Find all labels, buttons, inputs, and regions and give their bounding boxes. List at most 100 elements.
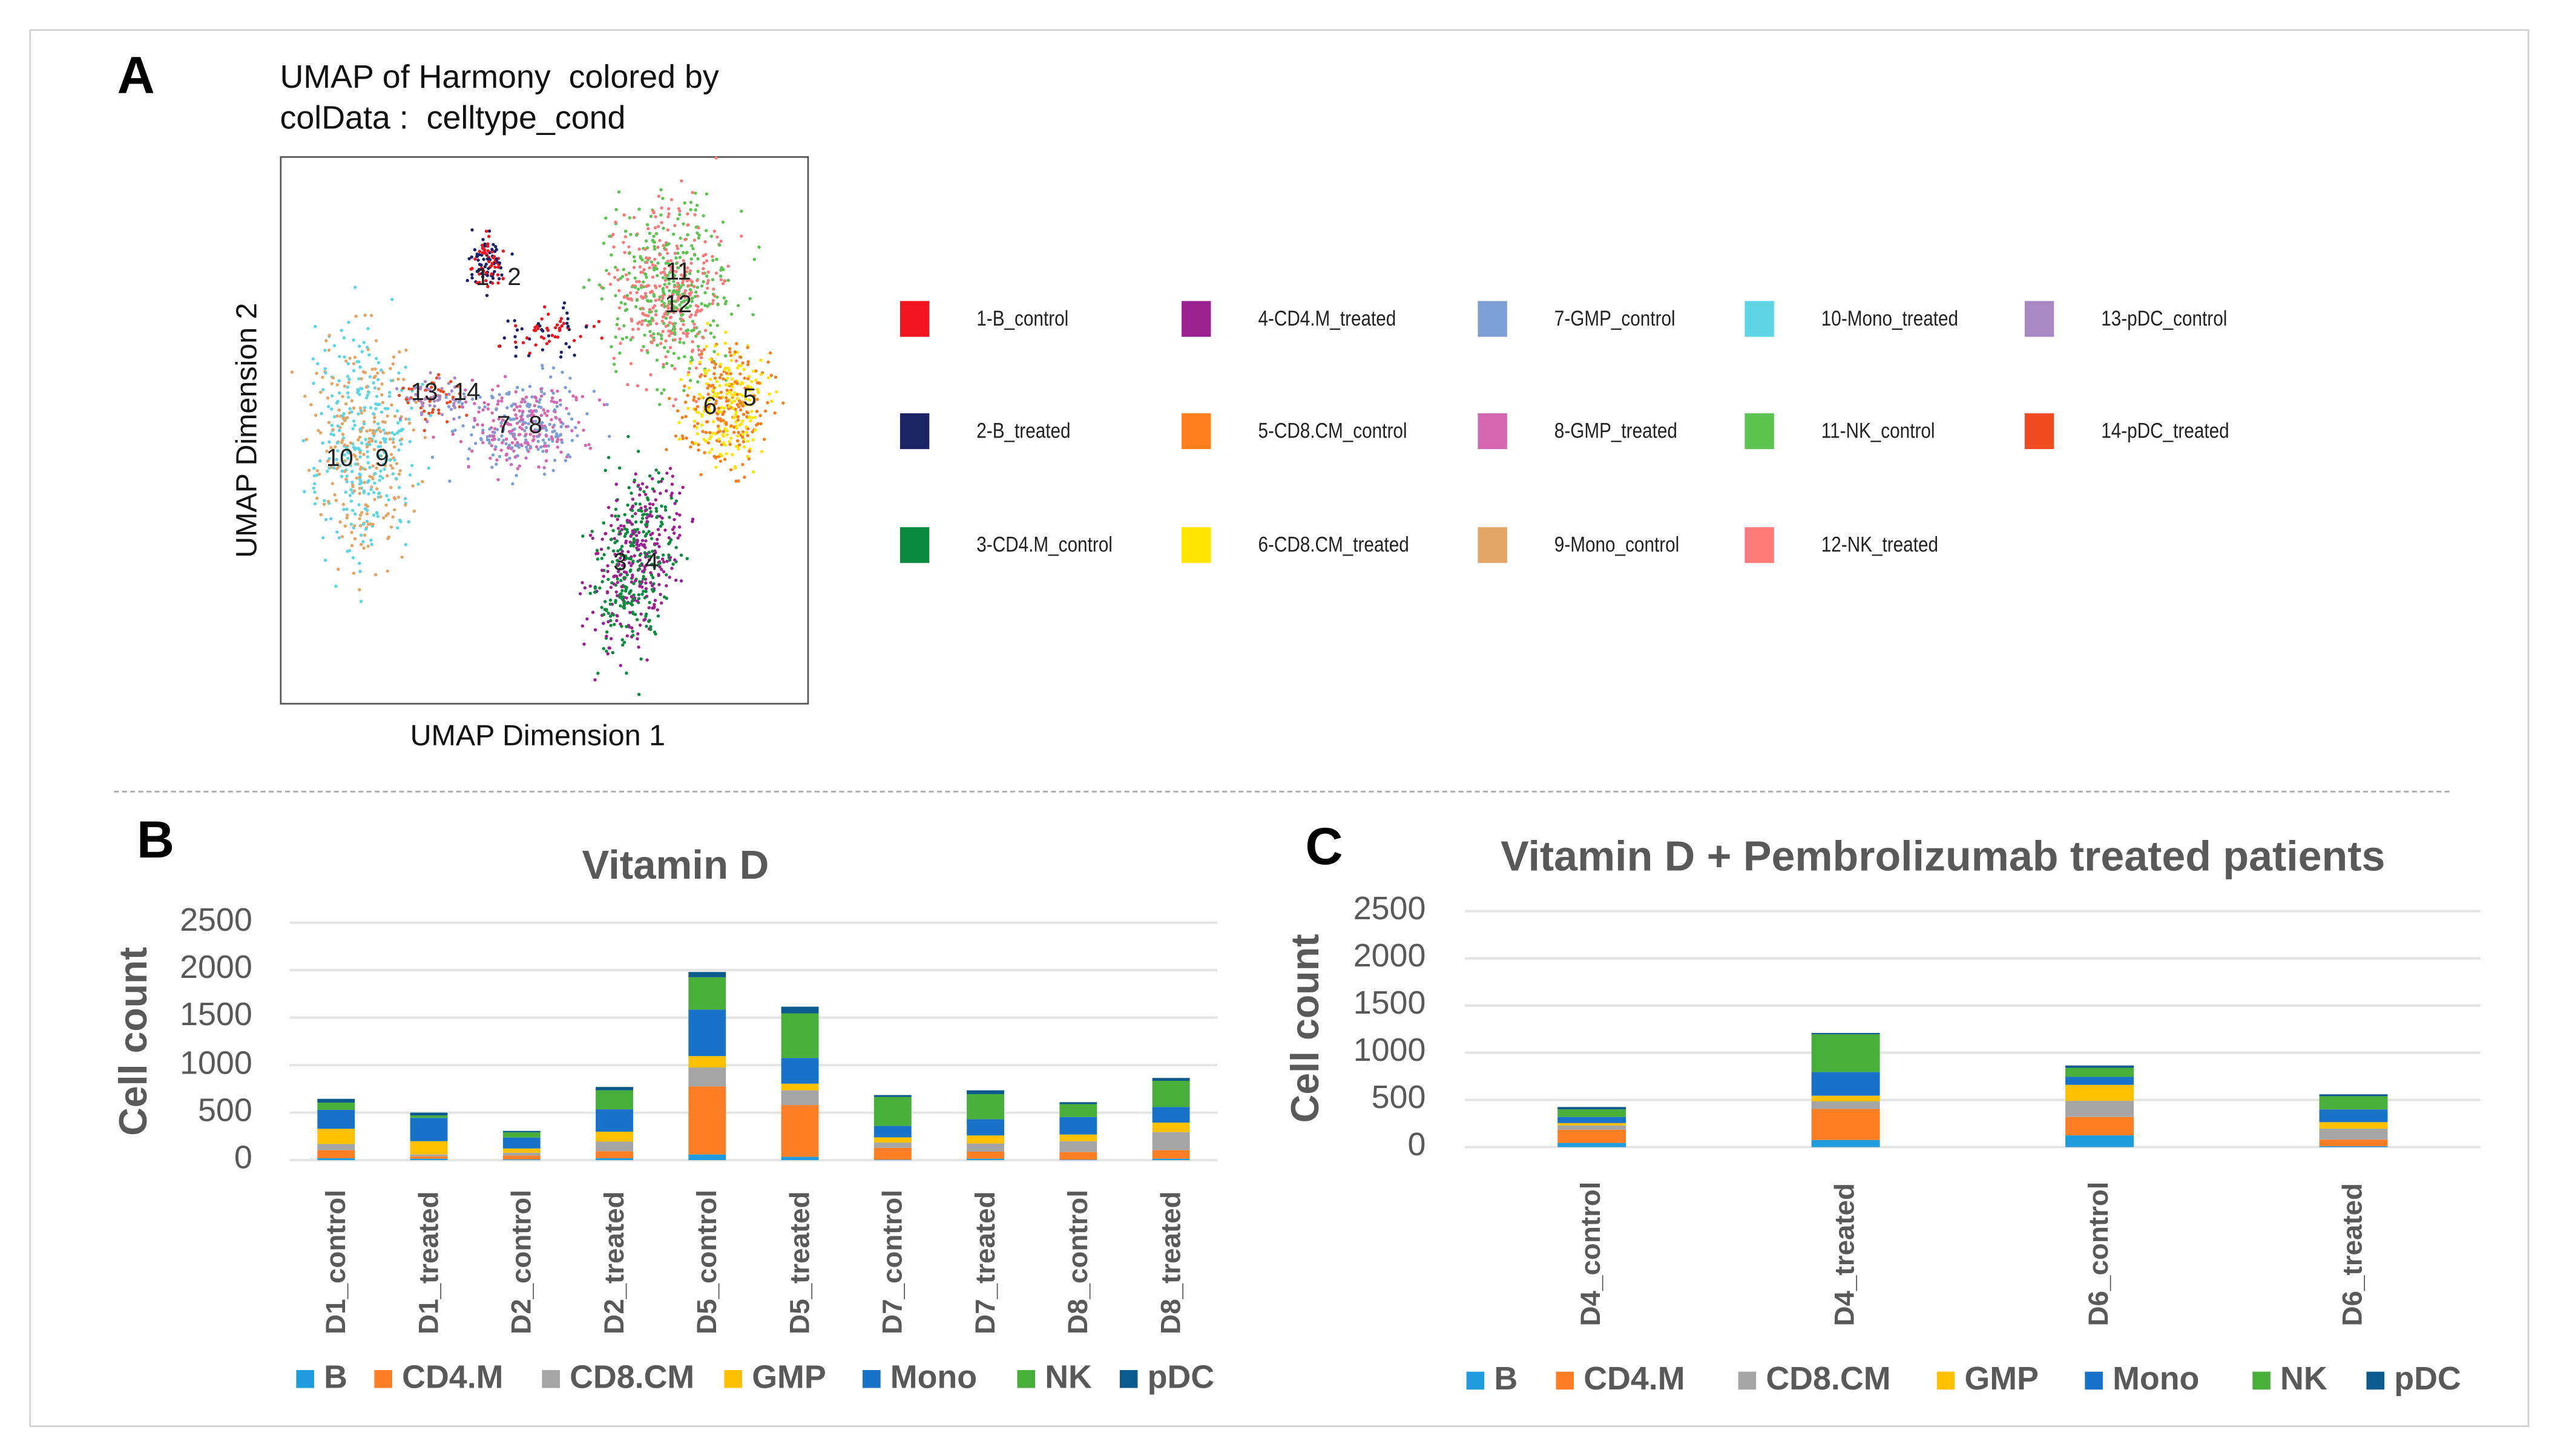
umap-point: [648, 558, 651, 562]
umap-point: [559, 433, 562, 436]
umap-point: [364, 438, 367, 441]
bar-segment-gmp: [1152, 1123, 1190, 1132]
umap-point: [648, 310, 652, 314]
umap-point: [378, 479, 381, 482]
umap-point: [671, 404, 676, 408]
umap-point: [633, 612, 637, 616]
umap-point: [688, 292, 691, 295]
umap-point: [673, 502, 677, 505]
umap-point: [668, 346, 673, 350]
umap-point: [373, 497, 377, 502]
umap-point: [650, 537, 654, 540]
umap-point: [631, 597, 635, 601]
bar-segment-gmp: [967, 1135, 1004, 1144]
umap-point: [470, 433, 473, 437]
umap-point: [637, 247, 641, 251]
umap-point: [627, 271, 631, 275]
umap-point: [645, 275, 648, 279]
umap-point: [539, 387, 543, 391]
umap-point: [551, 366, 556, 370]
umap-point: [547, 312, 550, 316]
umap-point: [667, 542, 671, 546]
umap-point: [643, 493, 648, 496]
umap-point: [738, 401, 743, 405]
umap-point: [363, 467, 367, 471]
umap-point: [607, 546, 610, 550]
umap-point: [359, 479, 363, 484]
umap-point: [602, 647, 605, 651]
umap-point: [648, 266, 651, 270]
umap-point: [673, 321, 677, 326]
umap-point: [512, 449, 516, 453]
umap-point: [673, 367, 677, 370]
umap-point: [663, 267, 666, 271]
umap-point: [619, 579, 623, 583]
umap-point: [366, 327, 370, 330]
umap-point: [630, 522, 634, 526]
umap-point: [374, 356, 378, 361]
umap-point: [733, 391, 737, 395]
umap-point: [531, 439, 535, 442]
bar-segment-gmp: [2065, 1084, 2134, 1101]
umap-point: [371, 464, 375, 468]
umap-point: [629, 544, 633, 548]
umap-point: [538, 398, 542, 402]
umap-point: [335, 414, 339, 418]
umap-point: [763, 409, 768, 413]
umap-point: [727, 404, 731, 408]
umap-point: [346, 395, 350, 399]
umap-point: [350, 508, 355, 513]
umap-point: [608, 614, 613, 618]
umap-point: [581, 534, 585, 538]
umap-point: [631, 559, 635, 563]
umap-point: [395, 409, 400, 413]
umap-point: [515, 421, 519, 425]
umap-point: [550, 418, 553, 422]
umap-point: [617, 289, 621, 292]
umap-point: [746, 346, 749, 350]
umap-point: [453, 428, 457, 432]
umap-point: [301, 439, 306, 443]
umap-point: [594, 552, 598, 556]
legend-swatch: [899, 301, 930, 337]
umap-point: [656, 225, 660, 228]
umap-point: [312, 474, 317, 477]
umap-point: [645, 520, 649, 523]
umap-point: [459, 440, 463, 444]
umap-point: [346, 385, 350, 389]
umap-point: [559, 355, 563, 359]
umap-point: [566, 324, 570, 329]
umap-point: [696, 405, 700, 408]
umap-point: [712, 392, 717, 396]
umap-point: [410, 464, 414, 467]
umap-point: [497, 344, 501, 348]
umap-point: [481, 251, 484, 255]
umap-point: [712, 419, 715, 424]
umap-point: [673, 517, 676, 522]
umap-point: [634, 305, 638, 309]
umap-point: [437, 412, 441, 415]
umap-point: [642, 512, 646, 516]
umap-point: [335, 401, 339, 405]
umap-point: [676, 281, 680, 285]
umap-point: [677, 438, 681, 441]
umap-point: [513, 340, 518, 344]
umap-point: [638, 265, 642, 269]
umap-point: [487, 229, 492, 233]
umap-point: [380, 410, 384, 414]
umap-point: [674, 546, 678, 549]
umap-point: [628, 591, 631, 595]
umap-point: [695, 410, 699, 414]
umap-point: [736, 415, 740, 419]
umap-point: [565, 321, 569, 325]
umap-point: [388, 458, 392, 462]
umap-point: [609, 637, 613, 641]
umap-point: [479, 263, 483, 267]
umap-point: [523, 441, 527, 445]
umap-point: [347, 378, 351, 381]
umap-point: [742, 413, 746, 416]
umap-point: [611, 232, 615, 237]
legend-swatch: [2024, 301, 2054, 337]
umap-point: [613, 537, 616, 540]
umap-point: [669, 496, 674, 500]
